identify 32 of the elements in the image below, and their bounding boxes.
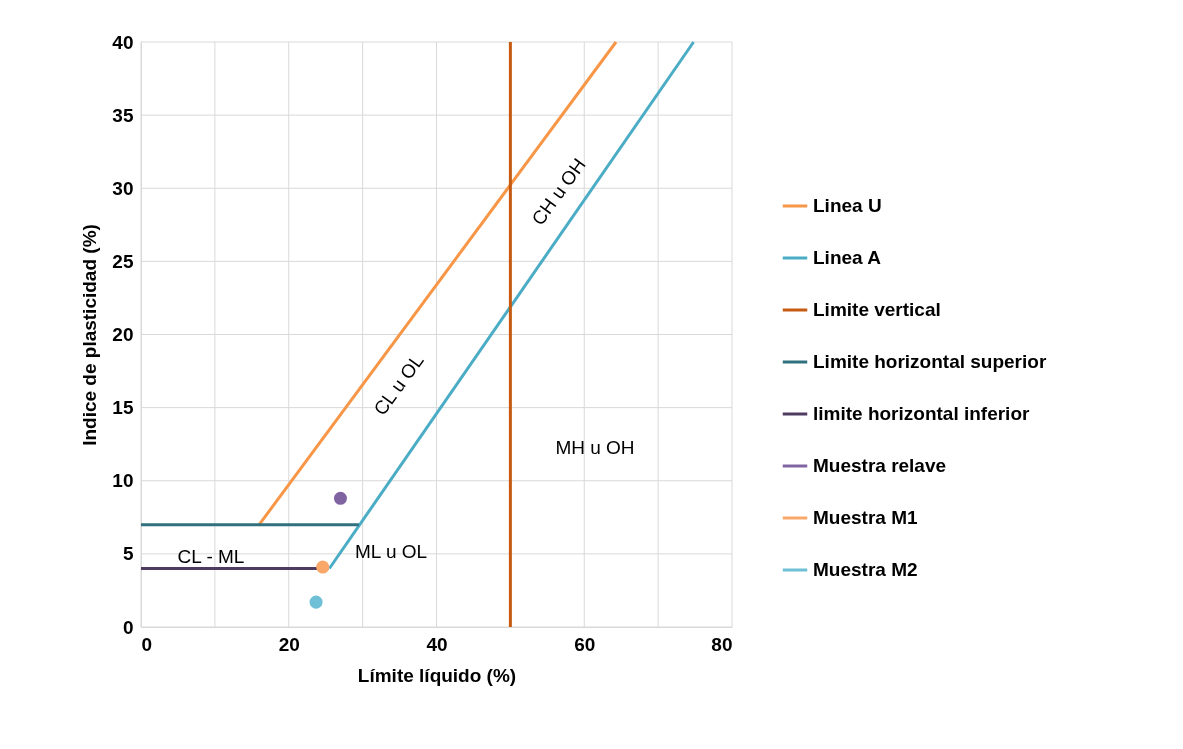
annotation: MH u OH <box>555 437 635 458</box>
x-tick-label: 20 <box>278 633 300 655</box>
y-tick-label: 40 <box>112 31 134 53</box>
x-tick-label: 80 <box>711 633 733 655</box>
point <box>316 560 330 574</box>
y-tick-label: 10 <box>112 470 134 492</box>
legend-label: Linea A <box>813 247 882 268</box>
y-tick-label: 35 <box>112 104 134 126</box>
y-tick-label: 5 <box>122 543 134 565</box>
annotation: CL u OL <box>369 350 428 420</box>
y-tick-label: 30 <box>112 177 134 199</box>
y-axis-title: Indice de plasticidad (%) <box>79 224 101 446</box>
x-tick-label: 40 <box>426 633 448 655</box>
point <box>333 491 347 505</box>
x-axis-title: Límite líquido (%) <box>357 664 517 686</box>
y-tick-label: 20 <box>112 324 134 345</box>
legend-label: Limite vertical <box>813 299 941 320</box>
legend-label: Muestra M1 <box>813 507 918 528</box>
annotation: CL - ML <box>177 546 245 567</box>
legend-label: Muestra relave <box>813 455 947 476</box>
annotation: CH u OH <box>527 154 590 230</box>
legend-label: Linea U <box>813 195 882 216</box>
x-tick-label: 0 <box>141 633 153 655</box>
legend-label: Limite horizontal superior <box>813 351 1047 372</box>
y-tick-label: 15 <box>112 397 134 419</box>
y-tick-label: 0 <box>122 616 134 638</box>
annotation: ML u OL <box>354 541 428 562</box>
y-tick-label: 25 <box>112 250 134 272</box>
point <box>309 595 323 609</box>
x-tick-label: 60 <box>574 633 596 655</box>
legend-label: limite horizontal inferior <box>813 403 1031 424</box>
legend-label: Muestra M2 <box>813 559 918 580</box>
